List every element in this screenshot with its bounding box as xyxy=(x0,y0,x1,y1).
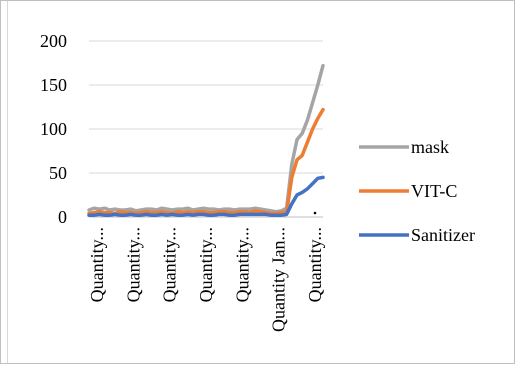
x-tick-label: Quantity... xyxy=(232,227,252,302)
y-tick-label: 150 xyxy=(40,75,67,95)
series-line-sanitizer xyxy=(87,175,325,217)
x-tick-label: Quantity... xyxy=(123,227,143,302)
x-tick-label: Quantity Jan... xyxy=(269,227,289,332)
x-tick-mark xyxy=(313,211,317,215)
legend-label: VIT-C xyxy=(411,181,457,201)
legend-label: mask xyxy=(411,137,449,157)
y-tick-label: 100 xyxy=(40,119,67,139)
series-line-vit-c xyxy=(87,107,325,216)
y-tick-label: 50 xyxy=(49,163,67,183)
x-tick-label: Quantity... xyxy=(196,227,216,302)
x-tick-label: Quantity... xyxy=(87,227,107,302)
y-tick-label: 200 xyxy=(40,31,67,51)
legend-label: Sanitizer xyxy=(411,225,475,245)
x-tick-label: Quantity... xyxy=(160,227,180,302)
series-line-mask xyxy=(87,63,325,214)
y-tick-label: 0 xyxy=(58,207,67,227)
x-tick-label: Quantity... xyxy=(305,227,325,302)
